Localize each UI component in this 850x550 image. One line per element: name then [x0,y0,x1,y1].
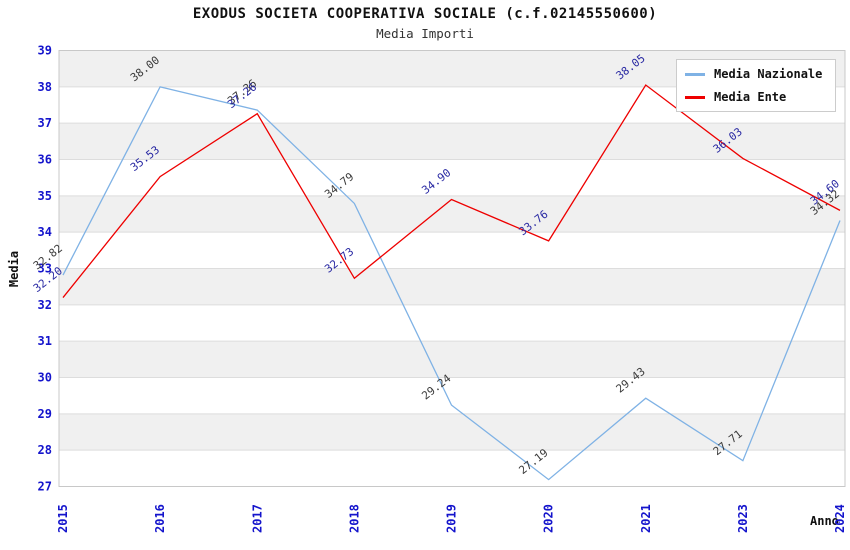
legend-item-media-ente: Media Ente [685,90,827,104]
series-line-media-ente [62,84,841,298]
plot-border [58,50,846,487]
y-tick-label: 35 [38,189,52,203]
y-tick-label: 28 [38,443,52,457]
x-tick-label: 2017 [250,504,264,533]
legend-item-media-nazionale: Media Nazionale [685,67,827,81]
x-tick-label: 2015 [56,504,70,533]
series-line-media-nazionale [62,86,841,481]
x-axis-title: Anno [810,514,839,528]
x-tick-label: 2016 [153,504,167,533]
y-tick-label: 29 [38,407,52,421]
x-tick-label: 2020 [542,504,556,533]
y-tick-label: 34 [38,225,52,239]
x-tick-label: 2018 [347,504,361,533]
y-tick-label: 27 [38,480,52,494]
data-label-media-nazionale: 27.19 [516,446,550,477]
plot-band [59,413,845,451]
x-tick-label: 2023 [736,504,750,533]
plot-band [59,195,845,233]
chart-title: EXODUS SOCIETA COOPERATIVA SOCIALE (c.f.… [192,6,658,22]
plot-band [59,268,845,305]
chart-legend: Media Nazionale Media Ente [676,59,836,112]
y-tick-label: 31 [38,334,52,348]
y-tick-label: 36 [38,153,52,167]
y-tick-label: 37 [38,116,52,130]
plot-band [59,123,845,160]
legend-label-media-ente: Media Ente [714,90,787,104]
data-label-media-ente: 34.90 [419,166,453,197]
x-tick-label: 2024 [833,504,847,533]
x-tick-label: 2021 [639,504,653,533]
y-tick-label: 33 [38,262,52,276]
legend-swatch-media-nazionale [685,72,705,76]
y-tick-label: 39 [38,44,52,58]
chart-subtitle: Media Importi [376,26,474,41]
legend-label-media-nazionale: Media Nazionale [714,67,823,81]
y-tick-label: 32 [38,298,52,312]
x-tick-label: 2019 [445,504,459,533]
y-tick-label: 30 [38,371,52,385]
plot-band [59,341,845,378]
y-tick-label: 38 [38,80,52,94]
legend-swatch-media-ente [685,95,705,99]
